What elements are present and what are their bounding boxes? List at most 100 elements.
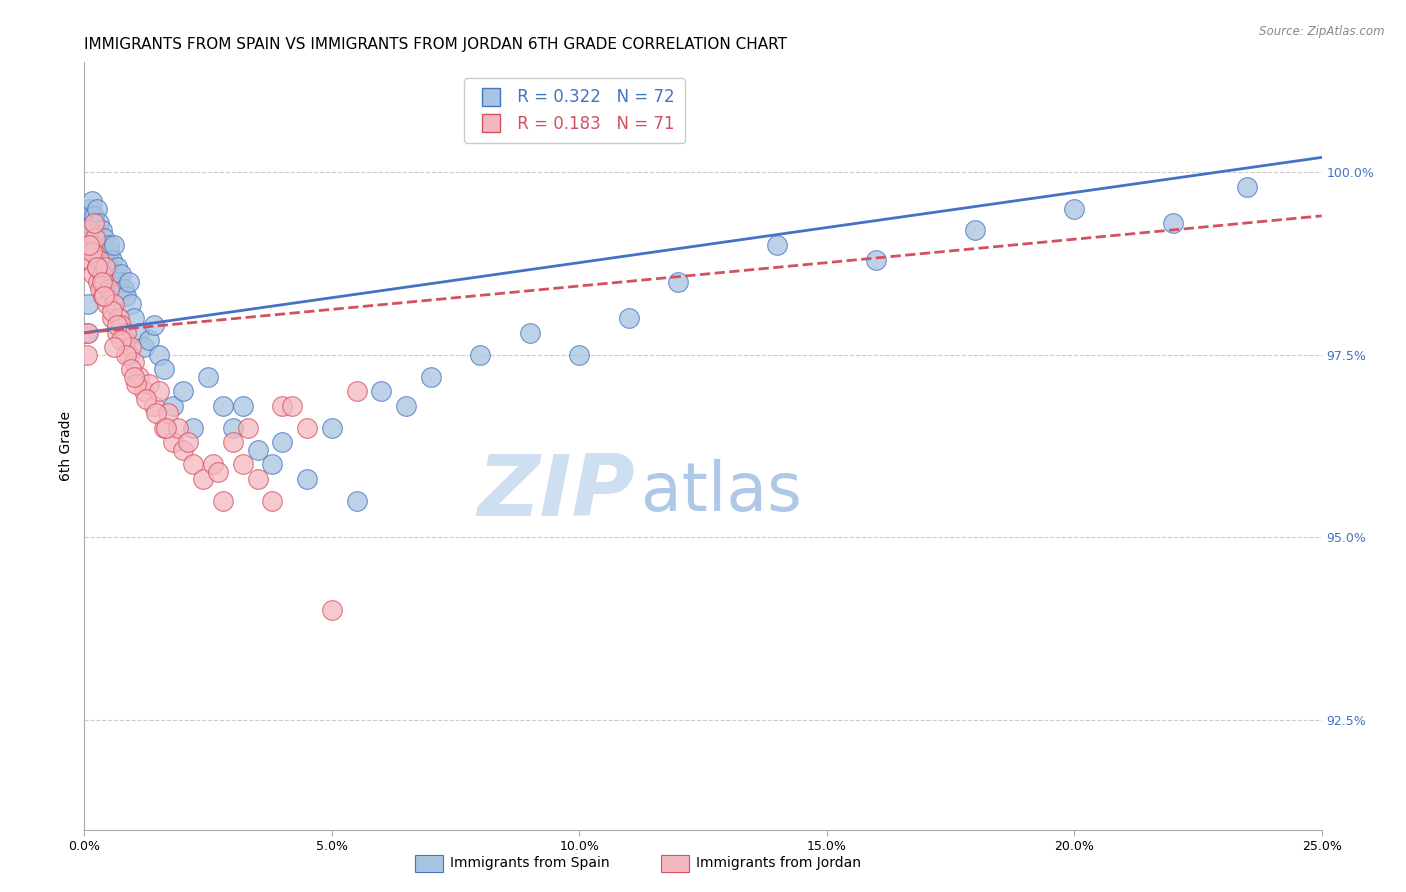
Point: [87, 275, 110, 289]
Point: [79, 238, 101, 252]
Point: [232, 399, 254, 413]
Point: [89, 260, 111, 274]
Point: [155, 421, 177, 435]
Point: [162, 435, 184, 450]
Point: [419, 369, 441, 384]
Point: [128, 326, 150, 340]
Point: [1161, 216, 1184, 230]
Point: [103, 238, 125, 252]
Point: [470, 348, 492, 362]
Point: [232, 457, 254, 471]
Point: [125, 376, 148, 391]
Point: [138, 333, 160, 347]
Point: [222, 421, 245, 435]
Point: [96, 296, 118, 310]
Point: [167, 421, 190, 435]
Text: ZIP: ZIP: [477, 450, 636, 533]
Point: [108, 275, 131, 289]
Point: [89, 282, 111, 296]
Point: [132, 340, 155, 354]
Text: atlas: atlas: [641, 459, 801, 525]
Point: [87, 231, 110, 245]
Point: [112, 282, 135, 296]
Point: [152, 362, 174, 376]
Point: [89, 238, 111, 252]
Point: [80, 245, 103, 260]
Point: [212, 399, 235, 413]
Point: [321, 421, 343, 435]
Point: [132, 384, 155, 399]
Point: [103, 340, 125, 354]
Point: [122, 369, 145, 384]
Point: [77, 326, 100, 340]
Point: [865, 252, 887, 267]
Point: [84, 231, 107, 245]
Point: [271, 435, 294, 450]
Point: [181, 457, 204, 471]
Point: [105, 318, 128, 333]
Point: [321, 603, 343, 617]
Point: [98, 238, 121, 252]
Point: [177, 435, 200, 450]
Point: [94, 260, 117, 274]
Point: [93, 275, 115, 289]
Point: [145, 406, 167, 420]
Point: [281, 399, 304, 413]
Point: [157, 406, 180, 420]
Point: [91, 245, 114, 260]
Point: [118, 348, 141, 362]
Point: [79, 223, 101, 237]
Point: [103, 268, 125, 282]
Point: [142, 318, 165, 333]
Point: [172, 442, 194, 457]
Point: [120, 340, 142, 354]
Point: [100, 311, 122, 326]
Point: [89, 216, 111, 230]
Point: [370, 384, 392, 399]
Point: [98, 282, 121, 296]
Point: [112, 333, 135, 347]
Point: [207, 465, 229, 479]
Point: [519, 326, 541, 340]
Point: [202, 457, 225, 471]
Point: [135, 392, 157, 406]
Point: [138, 376, 160, 391]
Point: [76, 348, 98, 362]
Point: [103, 296, 125, 310]
Point: [115, 348, 138, 362]
Point: [83, 238, 105, 252]
Point: [80, 238, 103, 252]
Point: [122, 311, 145, 326]
Point: [162, 399, 184, 413]
Point: [96, 260, 118, 274]
Point: [568, 348, 591, 362]
Point: [148, 348, 170, 362]
Point: [142, 399, 165, 413]
Point: [108, 311, 131, 326]
Point: [83, 216, 105, 230]
Point: [152, 421, 174, 435]
Point: [122, 355, 145, 369]
Point: [236, 421, 259, 435]
Point: [148, 384, 170, 399]
Point: [98, 245, 121, 260]
Point: [181, 421, 204, 435]
Point: [80, 194, 103, 209]
Text: Source: ZipAtlas.com: Source: ZipAtlas.com: [1260, 25, 1385, 38]
Point: [246, 442, 269, 457]
Point: [115, 289, 138, 303]
Legend:  R = 0.322   N = 72,  R = 0.183   N = 71: R = 0.322 N = 72, R = 0.183 N = 71: [464, 78, 685, 143]
Point: [295, 421, 318, 435]
Point: [1063, 202, 1085, 216]
Point: [80, 209, 103, 223]
Point: [100, 252, 122, 267]
Point: [617, 311, 640, 326]
Point: [262, 493, 284, 508]
Text: Immigrants from Jordan: Immigrants from Jordan: [696, 856, 860, 871]
Point: [271, 399, 294, 413]
Point: [120, 362, 142, 376]
Point: [86, 260, 108, 274]
Point: [766, 238, 789, 252]
Point: [90, 223, 112, 237]
Point: [90, 275, 112, 289]
